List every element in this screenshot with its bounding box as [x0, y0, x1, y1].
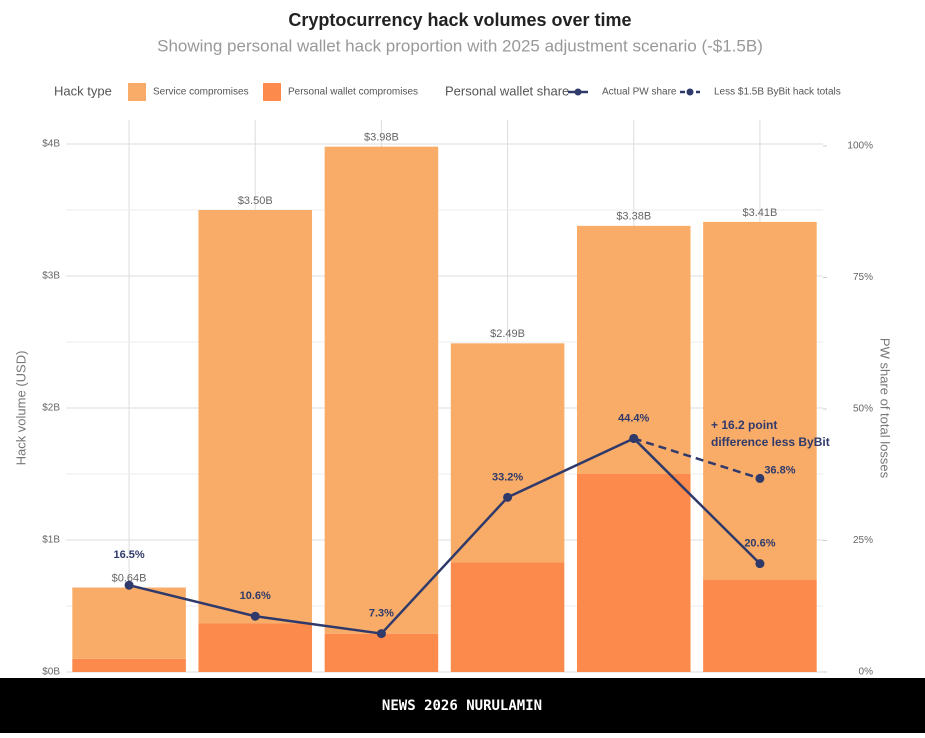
line-value-label: 10.6% [240, 590, 271, 602]
y-axis-title: Hack volume (USD) [13, 351, 28, 466]
annotation: + 16.2 point [711, 418, 777, 432]
bar-segment [703, 579, 817, 672]
line-value-label: 36.8% [764, 464, 795, 476]
bar-segment [72, 658, 186, 672]
line-value-label: 16.5% [113, 549, 144, 561]
bar-segment [703, 221, 817, 580]
plot-area: $0B $1B $2B $3B $4B 0% 25% 50% 75% 100% Service co… [42, 83, 873, 678]
legend-label: Less $1.5B ByBit hack totals [714, 87, 841, 98]
y2-axis-title: PW share of total losses [878, 338, 893, 479]
total-label: $3.98B [364, 132, 399, 144]
y2-tick-label: 100% [847, 141, 873, 152]
y2-tick-label: 75% [853, 272, 873, 283]
line [128, 436, 761, 635]
y-tick-label: $3B [42, 271, 60, 282]
legend-title: Personal wallet share [445, 83, 569, 98]
legend-swatch [128, 83, 146, 101]
legend-title: Hack type [54, 83, 112, 98]
total-label: $3.50B [238, 195, 273, 207]
line-marker [124, 580, 134, 590]
bar-segment [576, 225, 691, 474]
bar-segment [576, 474, 691, 672]
line-value-label: 33.2% [492, 471, 523, 483]
line-marker [376, 629, 386, 639]
bar-segment [72, 587, 186, 659]
total-label: $3.41B [742, 207, 777, 219]
line-value-label: 44.4% [618, 412, 649, 424]
y-tick-label: $4B [42, 139, 60, 150]
bar-segment [324, 633, 439, 672]
line-marker [503, 492, 513, 502]
y2-tick-label: 0% [859, 667, 874, 678]
line [633, 437, 761, 480]
y-tick-label: $0B [42, 667, 60, 678]
bar-segment [324, 146, 439, 634]
chart-title: Cryptocurrency hack volumes over time [288, 10, 631, 30]
line-marker [755, 473, 765, 483]
y-tick-label: $2B [42, 403, 60, 414]
bar-segment [450, 562, 565, 672]
bar-segment [198, 210, 313, 624]
total-label: $0.64B [112, 572, 147, 584]
legend-label: Personal wallet compromises [288, 87, 418, 98]
line-value-label: 20.6% [744, 538, 775, 550]
annotation: difference less ByBit [711, 435, 830, 449]
chart-subtitle: Showing personal wallet hack proportion … [157, 36, 763, 55]
line-value-label: 7.3% [369, 608, 394, 620]
legend-swatch [263, 83, 281, 101]
y-tick-label: $1B [42, 535, 60, 546]
legend-marker [686, 88, 694, 96]
watermark: NEWS 2026 NURULAMIN [382, 698, 542, 714]
total-label: $2.49B [490, 328, 525, 340]
legend-marker [574, 88, 582, 96]
legend-label: Service compromises [153, 87, 249, 98]
y2-tick-label: 25% [853, 535, 873, 546]
line-marker [250, 611, 260, 621]
legend-label: Actual PW share [602, 87, 677, 98]
watermark-banner [0, 678, 925, 733]
bar-segment [450, 343, 565, 563]
line-marker [629, 433, 639, 443]
total-label: $3.38B [616, 211, 651, 223]
line-marker [755, 559, 765, 569]
bar-segment [198, 623, 313, 672]
y2-tick-label: 50% [853, 404, 873, 415]
